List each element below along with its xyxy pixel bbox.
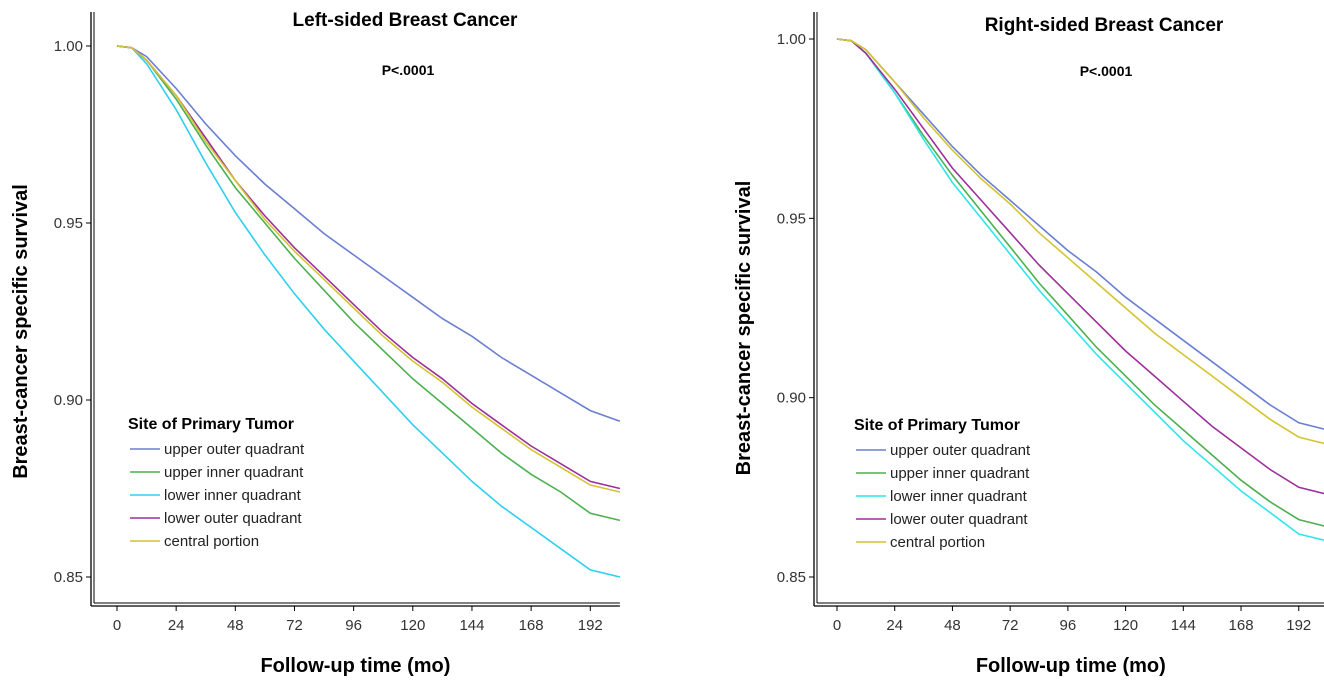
x-axis-label: Follow-up time (mo) xyxy=(260,655,450,677)
series-line-upper-outer-quadrant xyxy=(116,45,621,422)
series-line-lower-inner-quadrant xyxy=(116,45,621,578)
y-axis-label: Breast-cancer specific survival xyxy=(733,181,755,476)
y-tick-label: 0.85 xyxy=(54,569,83,586)
series-line-lower-outer-quadrant xyxy=(836,38,1324,495)
legend-entry: upper inner quadrant xyxy=(164,464,304,481)
y-tick-label: 0.90 xyxy=(54,392,83,409)
legend-title: Site of Primary Tumor xyxy=(854,417,1020,434)
legend-entry: central portion xyxy=(164,533,259,550)
p-value-annotation: P<.0001 xyxy=(1080,63,1133,79)
x-tick-label: 24 xyxy=(168,617,185,634)
legend-entry: upper outer quadrant xyxy=(890,442,1031,459)
legend-entry: lower outer quadrant xyxy=(890,511,1028,528)
x-tick-label: 144 xyxy=(459,617,484,634)
x-tick-label: 120 xyxy=(1113,617,1138,634)
x-tick-label: 144 xyxy=(1171,617,1196,634)
x-tick-label: 192 xyxy=(1286,617,1311,634)
p-value-annotation: P<.0001 xyxy=(382,62,435,78)
series-line-central-portion xyxy=(116,45,621,493)
series-line-central-portion xyxy=(836,38,1324,445)
legend-entry: central portion xyxy=(890,534,985,551)
series-line-upper-inner-quadrant xyxy=(116,45,621,522)
x-axis-label: Follow-up time (mo) xyxy=(976,655,1166,677)
x-tick-label: 96 xyxy=(1060,617,1077,634)
y-tick-label: 1.00 xyxy=(54,38,83,55)
legend-entry: lower inner quadrant xyxy=(890,488,1028,505)
x-tick-label: 120 xyxy=(400,617,425,634)
chart-title: Right-sided Breast Cancer xyxy=(985,15,1224,36)
y-tick-label: 0.85 xyxy=(777,569,806,586)
x-tick-label: 168 xyxy=(1229,617,1254,634)
y-axis-label: Breast-cancer specific survival xyxy=(10,184,32,479)
legend-entry: lower inner quadrant xyxy=(164,487,302,504)
y-tick-label: 0.90 xyxy=(777,390,806,407)
legend-entry: upper inner quadrant xyxy=(890,465,1030,482)
x-tick-label: 96 xyxy=(345,617,362,634)
x-tick-label: 168 xyxy=(519,617,544,634)
x-tick-label: 24 xyxy=(886,617,903,634)
x-tick-label: 72 xyxy=(286,617,303,634)
right-sided-panel: Right-sided Breast Cancer P<.0001 0.85 0.90… xyxy=(733,12,1324,677)
y-tick-label: 0.95 xyxy=(777,210,806,227)
legend-title: Site of Primary Tumor xyxy=(128,416,294,433)
x-tick-label: 192 xyxy=(578,617,603,634)
y-tick-label: 0.95 xyxy=(54,215,83,232)
x-tick-label: 48 xyxy=(227,617,244,634)
x-tick-label: 72 xyxy=(1002,617,1019,634)
left-sided-panel: Left-sided Breast Cancer P<.0001 0.85 0.90 0… xyxy=(10,10,621,677)
legend-entry: upper outer quadrant xyxy=(164,441,305,458)
x-tick-label: 0 xyxy=(833,617,841,634)
x-tick-label: 48 xyxy=(944,617,961,634)
chart-title: Left-sided Breast Cancer xyxy=(293,10,519,31)
series-line-upper-outer-quadrant xyxy=(836,38,1324,430)
series-line-lower-inner-quadrant xyxy=(836,38,1324,542)
legend-entry: lower outer quadrant xyxy=(164,510,302,527)
y-tick-label: 1.00 xyxy=(777,31,806,48)
x-tick-label: 0 xyxy=(113,617,121,634)
